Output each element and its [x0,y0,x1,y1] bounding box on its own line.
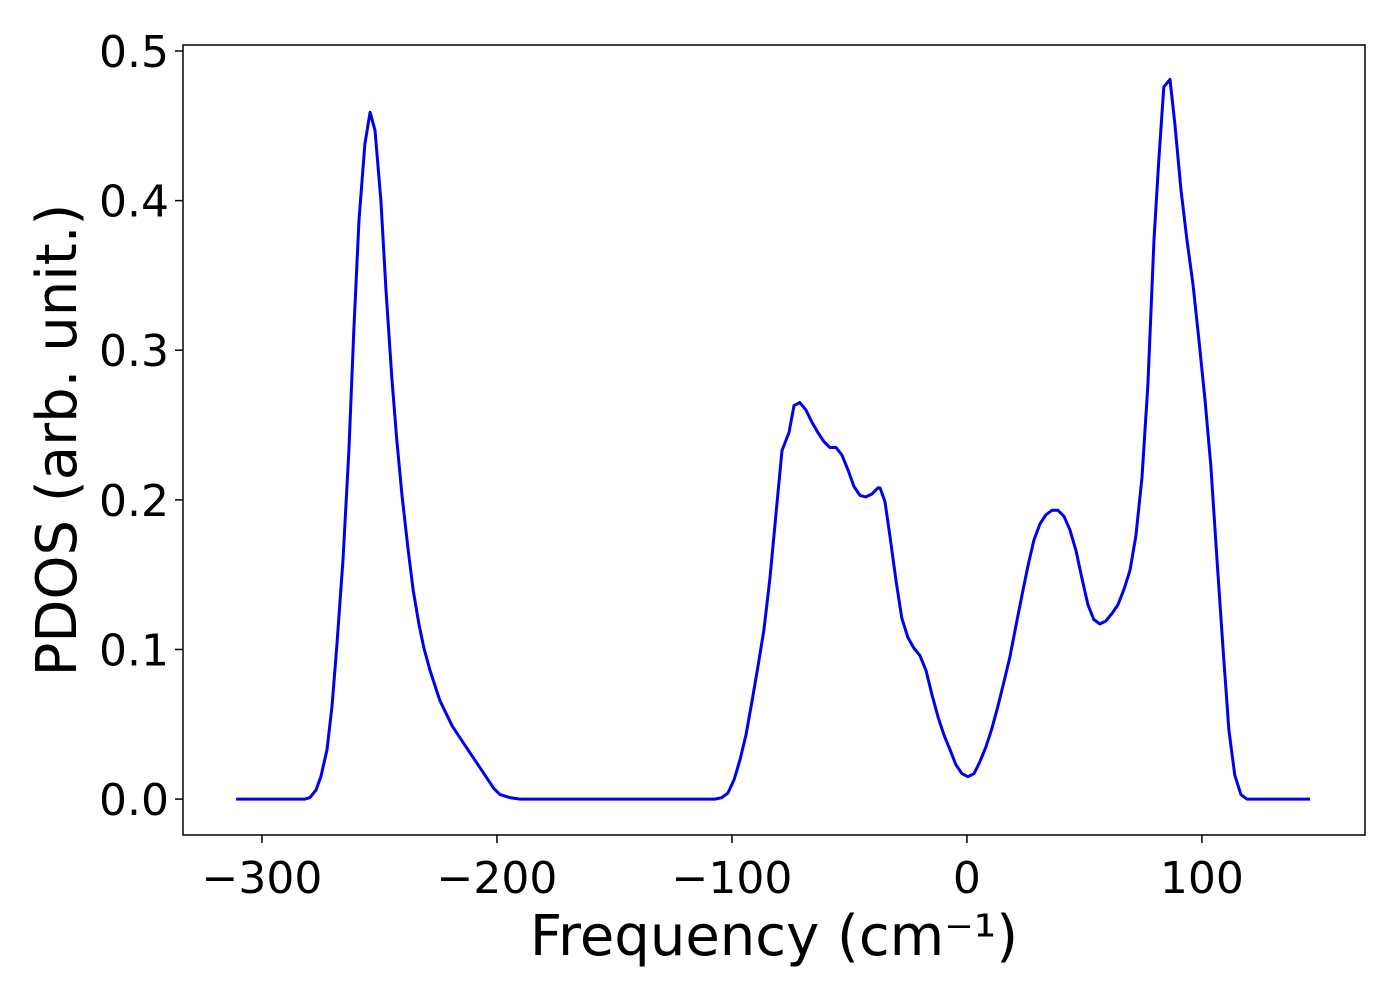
x-tick-label: −200 [437,853,558,904]
plot-frame [182,44,1366,836]
y-tick-label: 0.4 [99,177,169,228]
y-tick-label: 0.5 [99,27,169,78]
x-tick-label: −300 [202,853,323,904]
x-tick-label: 100 [1160,853,1244,904]
y-axis-label: PDOS (arb. unit.) [25,204,90,677]
x-axis-label: Frequency (cm⁻¹) [530,904,1018,969]
x-tick-label: 0 [953,853,981,904]
y-tick-label: 0.3 [99,326,169,377]
x-tick-label: −100 [672,853,793,904]
line [236,77,1310,801]
y-tick-label: 0.2 [99,476,169,527]
y-tick-label: 0.1 [99,625,169,676]
y-tick-label: 0.0 [99,775,169,826]
